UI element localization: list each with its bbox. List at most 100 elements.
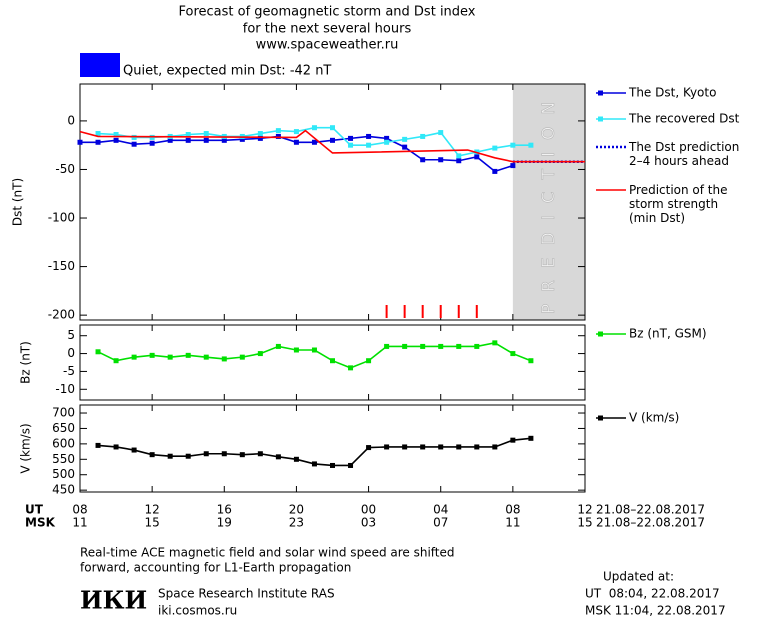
data-point <box>438 157 444 163</box>
y-tick-label: -200 <box>48 308 75 322</box>
y-tick-label: 650 <box>52 421 75 435</box>
institute-name: Space Research Institute RAS <box>158 587 335 601</box>
data-point <box>311 461 317 467</box>
logo: ИКИ <box>80 586 147 615</box>
data-point <box>384 343 390 349</box>
data-point <box>275 343 281 349</box>
data-point <box>420 343 426 349</box>
y-tick-label: 5 <box>67 328 75 342</box>
data-point <box>402 343 408 349</box>
data-point <box>185 137 191 143</box>
data-point <box>438 444 444 450</box>
panel-frame <box>79 83 586 321</box>
data-point <box>492 168 498 174</box>
axis-row-label: MSK <box>25 516 56 530</box>
note-line: Real-time ACE magnetic field and solar w… <box>80 546 455 560</box>
data-point <box>113 444 119 450</box>
data-point <box>330 462 335 468</box>
data-point <box>167 137 173 143</box>
title-line: Forecast of geomagnetic storm and Dst in… <box>178 5 475 20</box>
updated-msk: MSK 11:04, 22.08.2017 <box>585 604 726 618</box>
x-tick-label: 16 <box>217 503 232 517</box>
data-point <box>456 153 462 159</box>
prediction-region <box>512 84 585 320</box>
data-point <box>203 131 209 137</box>
data-point <box>402 136 408 142</box>
data-point <box>113 358 119 364</box>
data-point <box>348 142 354 148</box>
data-point <box>402 144 408 150</box>
data-point <box>510 142 516 148</box>
x-tick-label-msk: 23 <box>289 516 304 530</box>
data-point <box>221 451 227 457</box>
data-point <box>95 442 101 448</box>
data-point <box>510 437 516 443</box>
data-point <box>384 139 390 145</box>
legend-label: The recovered Dst <box>628 112 740 126</box>
data-point <box>293 129 299 135</box>
data-point <box>167 354 173 360</box>
data-point <box>492 340 498 346</box>
y-tick-label: 500 <box>52 467 75 481</box>
prediction-label: PREDICTION <box>539 90 559 314</box>
data-point <box>510 163 516 169</box>
data-point <box>149 140 155 146</box>
data-point <box>456 158 462 164</box>
data-point <box>492 145 498 151</box>
data-point <box>257 135 263 141</box>
data-point <box>420 133 426 139</box>
data-point <box>167 453 173 459</box>
data-point <box>311 347 317 353</box>
updated-label: Updated at: <box>603 570 674 584</box>
x-tick-label: 00 <box>361 503 376 517</box>
data-point <box>239 136 245 142</box>
y-tick-label: 0 <box>67 113 75 127</box>
panel-frame <box>79 324 586 401</box>
data-point <box>366 445 372 451</box>
legend-marker <box>598 90 603 96</box>
x-tick-label: 20 <box>289 503 304 517</box>
data-point <box>113 137 119 143</box>
data-point <box>221 356 227 362</box>
title-line: for the next several hours <box>243 22 412 37</box>
y-tick-label: 0 <box>67 346 75 360</box>
data-point <box>366 133 372 139</box>
data-point <box>402 444 408 450</box>
data-point <box>293 456 299 462</box>
data-point <box>420 444 426 450</box>
data-point <box>257 131 263 137</box>
x-tick-label-msk: 03 <box>361 516 376 530</box>
data-point <box>384 135 390 141</box>
data-point <box>95 139 101 145</box>
data-point <box>239 354 245 360</box>
data-point <box>528 358 534 364</box>
data-point <box>275 128 281 134</box>
x-tick-label-msk: 11 <box>505 516 520 530</box>
data-point <box>438 343 444 349</box>
legend-label: V (km/s) <box>629 411 679 425</box>
data-point <box>293 347 299 353</box>
x-tick-label: 12 <box>577 503 592 517</box>
data-point <box>275 454 281 460</box>
legend-marker <box>598 331 603 337</box>
y-tick-label: -150 <box>48 259 75 273</box>
data-point <box>131 141 137 147</box>
data-point <box>149 452 155 458</box>
data-point <box>330 137 335 143</box>
data-point <box>528 435 534 441</box>
y-tick-label: -100 <box>48 211 75 225</box>
data-point <box>528 142 534 148</box>
legend-label: The Dst, Kyoto <box>628 86 716 100</box>
x-tick-label-msk: 11 <box>72 516 87 530</box>
data-point <box>474 444 480 450</box>
data-point <box>456 444 462 450</box>
data-point <box>492 444 498 450</box>
data-point <box>239 452 245 458</box>
data-point <box>131 447 137 453</box>
y-axis-label: V (km/s) <box>19 423 33 473</box>
data-point <box>384 444 390 450</box>
data-point <box>510 351 516 357</box>
x-tick-label: 12 <box>145 503 160 517</box>
legend-label: The Dst prediction 2–4 hours ahead <box>628 140 739 168</box>
y-tick-label: -10 <box>55 382 75 396</box>
